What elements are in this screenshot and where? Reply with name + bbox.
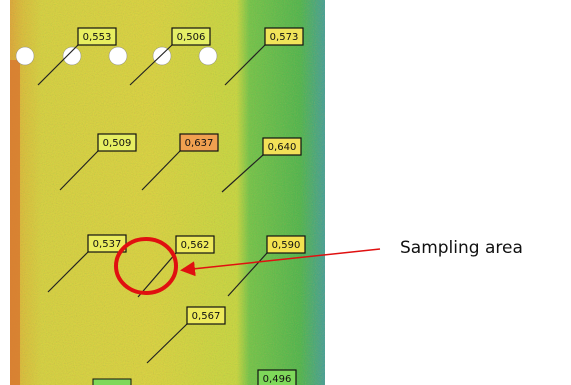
measurement-label: 0,590: [272, 240, 301, 251]
measurement-label: 0,637: [185, 138, 214, 149]
measurement-label: 0,506: [177, 32, 206, 43]
measurement-label: 0,509: [103, 138, 132, 149]
figure: 0,553 0,506 0,573 0,509 0,637 0,640 0,537 0,562…: [0, 0, 571, 385]
measurement-label: 0,496: [263, 374, 292, 385]
cut-label: [93, 379, 131, 385]
photo: [10, 0, 325, 385]
measurement-label: 0,567: [192, 311, 221, 322]
measurement-label: 0,562: [181, 240, 210, 251]
measurement-label: 0,640: [268, 142, 297, 153]
edge-strip: [10, 60, 20, 385]
annotation: Sampling area: [400, 238, 523, 258]
measurement-label: 0,537: [93, 239, 122, 250]
measurement-label: 0,573: [270, 32, 299, 43]
measurement-label: 0,553: [83, 32, 112, 43]
